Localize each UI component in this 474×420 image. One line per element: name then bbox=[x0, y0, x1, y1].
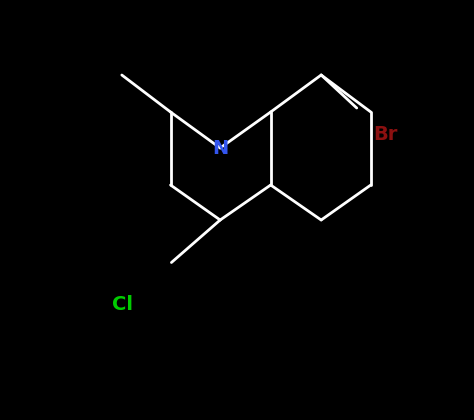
Text: N: N bbox=[212, 139, 228, 158]
Text: Cl: Cl bbox=[112, 296, 133, 315]
Text: Br: Br bbox=[374, 126, 398, 144]
